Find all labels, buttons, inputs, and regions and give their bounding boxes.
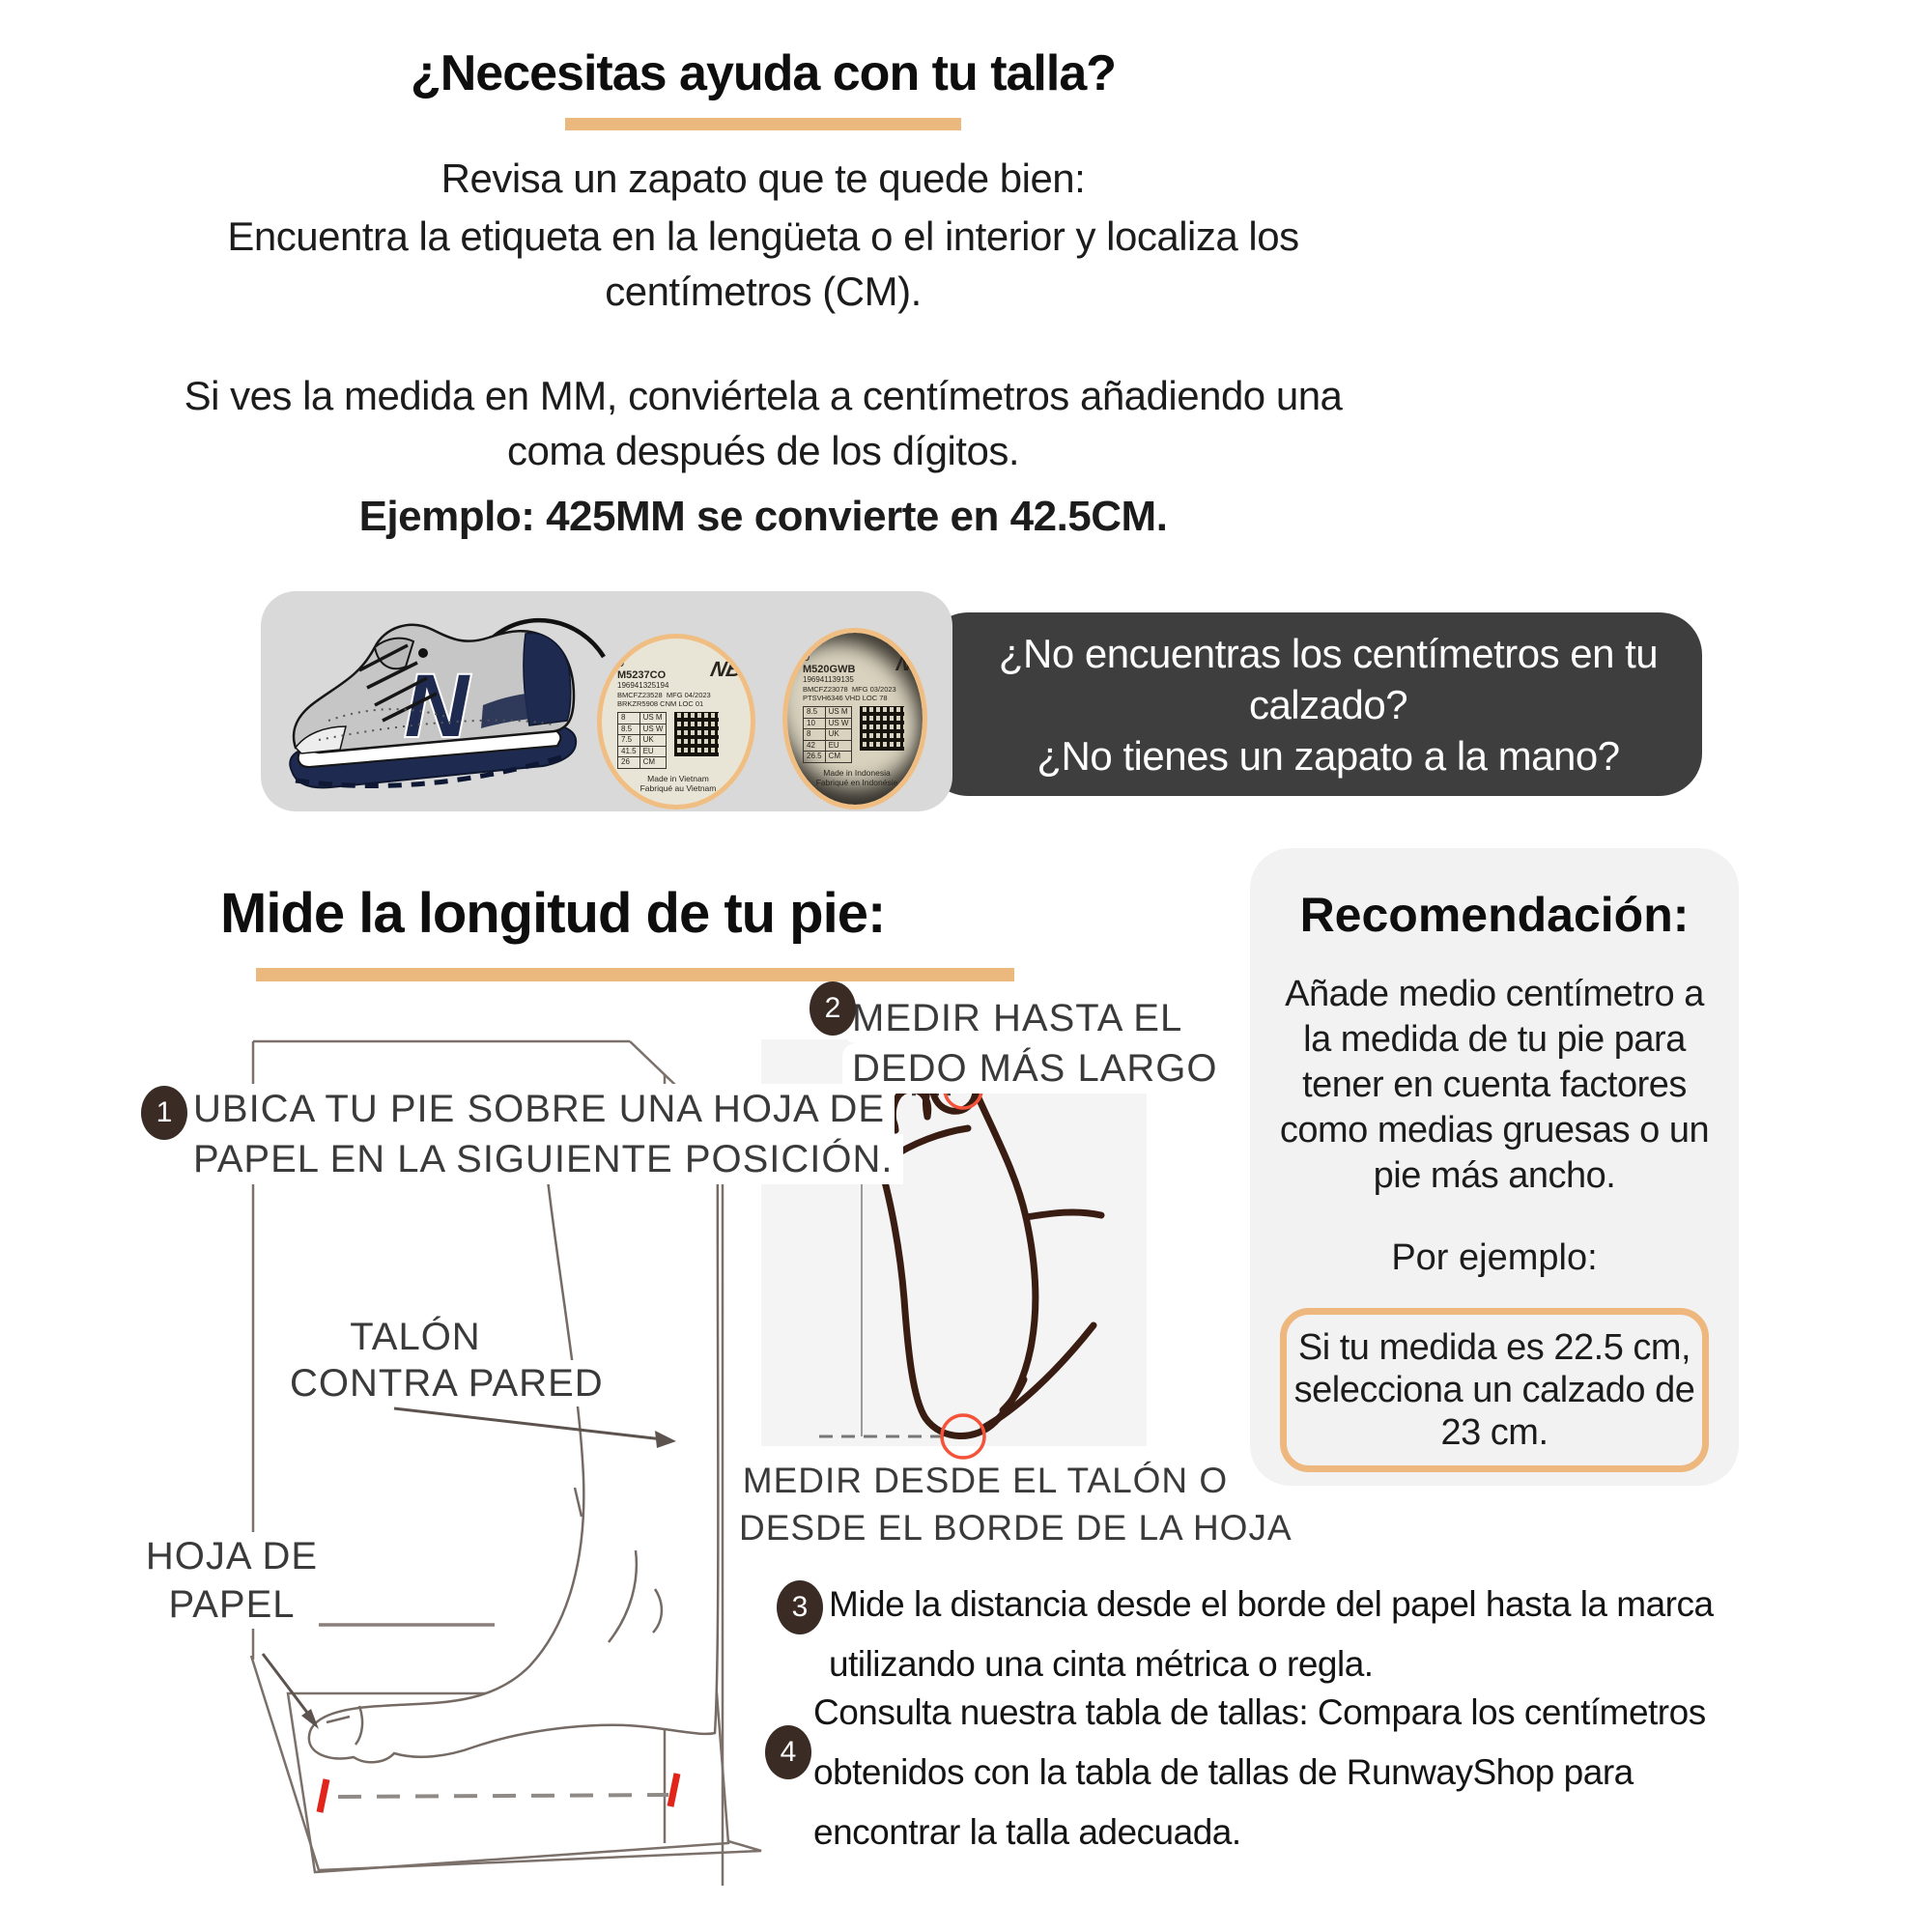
shoe-tag-photo-2: D M520GWB 196941139135 BMCFZ23078 MFG 03… <box>782 628 927 810</box>
intro-paragraph: Encuentra la etiqueta en la lengüeta o e… <box>227 213 1299 314</box>
tag2-batch: BMCFZ23078 <box>803 685 848 694</box>
tag1-mfg: MFG 04/2023 <box>666 691 711 699</box>
step-4-text: Consulta nuestra tabla de tallas: Compar… <box>813 1692 1706 1852</box>
qr-code-icon <box>860 706 905 751</box>
question-1: ¿No encuentras los centímetros en tu cal… <box>998 630 1659 727</box>
tag1-made-in-fr: Fabriqué au Vietnam <box>639 783 717 793</box>
mm-note-paragraph: Si ves la medida en MM, conviértela a ce… <box>184 373 1343 474</box>
shoe-label-panel: D M5237CO 196941325194 BMCFZ23528 MFG 04… <box>261 591 952 811</box>
table-row: 8 UK <box>803 728 853 741</box>
step-1-badge: 1 <box>141 1086 187 1140</box>
tag2-size-table: 8.5 US M 10 US W 8 UK 42 EU 26.5 CM <box>803 706 853 763</box>
table-row: 8 US M <box>617 712 668 724</box>
header: ¿Necesitas ayuda con tu talla? Revisa un… <box>0 44 1526 541</box>
tag2-made-in: Made in Indonesia <box>823 767 891 778</box>
table-row: 26.5 CM <box>803 751 853 763</box>
tag2-brand-logo: NB <box>894 651 927 675</box>
talon-contra-pared-label: TALÓN CONTRA PARED <box>280 1314 613 1406</box>
paper-measure-marks <box>316 1773 681 1813</box>
step-2-badge: 2 <box>810 981 856 1036</box>
tag1-d: D <box>617 659 625 669</box>
mm-example-line: Ejemplo: 425MM se convierte en 42.5CM. <box>358 492 1168 540</box>
step-4-badge: 4 <box>765 1725 811 1779</box>
qr-code-icon <box>674 712 720 756</box>
step-3-text: Mide la distancia desde el borde del pap… <box>829 1584 1714 1684</box>
tag1-code: M5237CO <box>617 669 667 681</box>
measure-section-title: Mide la longitud de tu pie: <box>220 882 886 945</box>
tag2-code: M520GWB <box>803 664 856 675</box>
tag2-mfg: MFG 03/2023 <box>851 685 896 694</box>
tag2-serial: 196941139135 <box>803 675 854 684</box>
recommendation-example-label: Por ejemplo: <box>1391 1237 1598 1278</box>
table-row: 8.5 US W <box>617 723 668 735</box>
recommendation-example-box: Si tu medida es 22.5 cm, selecciona un c… <box>1280 1308 1709 1472</box>
table-row: 41.5 EU <box>617 745 668 757</box>
recommendation-panel: Recomendación: Añade medio centímetro a … <box>1250 848 1739 1486</box>
question-2: ¿No tienes un zapato a la mano? <box>1037 732 1620 779</box>
tag1-batch: BMCFZ23528 <box>617 691 663 699</box>
recommendation-title: Recomendación: <box>1299 888 1690 942</box>
tag2-loc: PTSVH6346 VHD LOC 78 <box>803 694 888 702</box>
section-underline <box>256 968 1014 981</box>
step-2-text: MEDIR HASTA EL DEDO MÁS LARGO <box>842 993 1228 1094</box>
hoja-leader-lines <box>261 1623 495 1729</box>
tag2-d: D <box>803 653 810 664</box>
tag2-made-in-fr: Fabriqué en Indonésie <box>815 778 898 787</box>
tag1-size-table: 8 US M 8.5 US W 7.5 UK 41.5 EU 26 CM <box>617 712 668 769</box>
page-title: ¿Necesitas ayuda con tu talla? <box>410 45 1117 101</box>
table-row: 26 CM <box>617 756 668 769</box>
sole-diagram-caption: MEDIR DESDE EL TALÓN O DESDE EL BORDE DE… <box>739 1461 1293 1548</box>
intro-line: Revisa un zapato que te quede bien: <box>440 156 1086 201</box>
table-row: 10 US W <box>803 717 853 729</box>
table-row: 42 EU <box>803 739 853 752</box>
hoja-de-papel-label: HOJA DE PAPEL <box>135 1532 328 1629</box>
recommendation-body: Añade medio centímetro a la medida de tu… <box>1279 974 1710 1196</box>
tag1-loc: BRKZR5908 CNM LOC 01 <box>617 699 704 708</box>
tag1-brand-logo: NB <box>708 657 745 681</box>
table-row: 7.5 UK <box>617 734 668 747</box>
tag1-made-in: Made in Vietnam <box>647 773 709 783</box>
title-underline <box>565 118 961 130</box>
tag1-serial: 196941325194 <box>617 681 669 690</box>
talon-leader-arrow <box>393 1406 676 1448</box>
step-1-text: UBICA TU PIE SOBRE UNA HOJA DE PAPEL EN … <box>184 1084 903 1184</box>
table-row: 8.5 US M <box>803 706 853 719</box>
shoe-tag-photo-1: D M5237CO 196941325194 BMCFZ23528 MFG 04… <box>597 634 755 810</box>
step-3-badge: 3 <box>777 1580 823 1634</box>
no-cm-question-box: ¿No encuentras los centímetros en tu cal… <box>925 612 1702 796</box>
